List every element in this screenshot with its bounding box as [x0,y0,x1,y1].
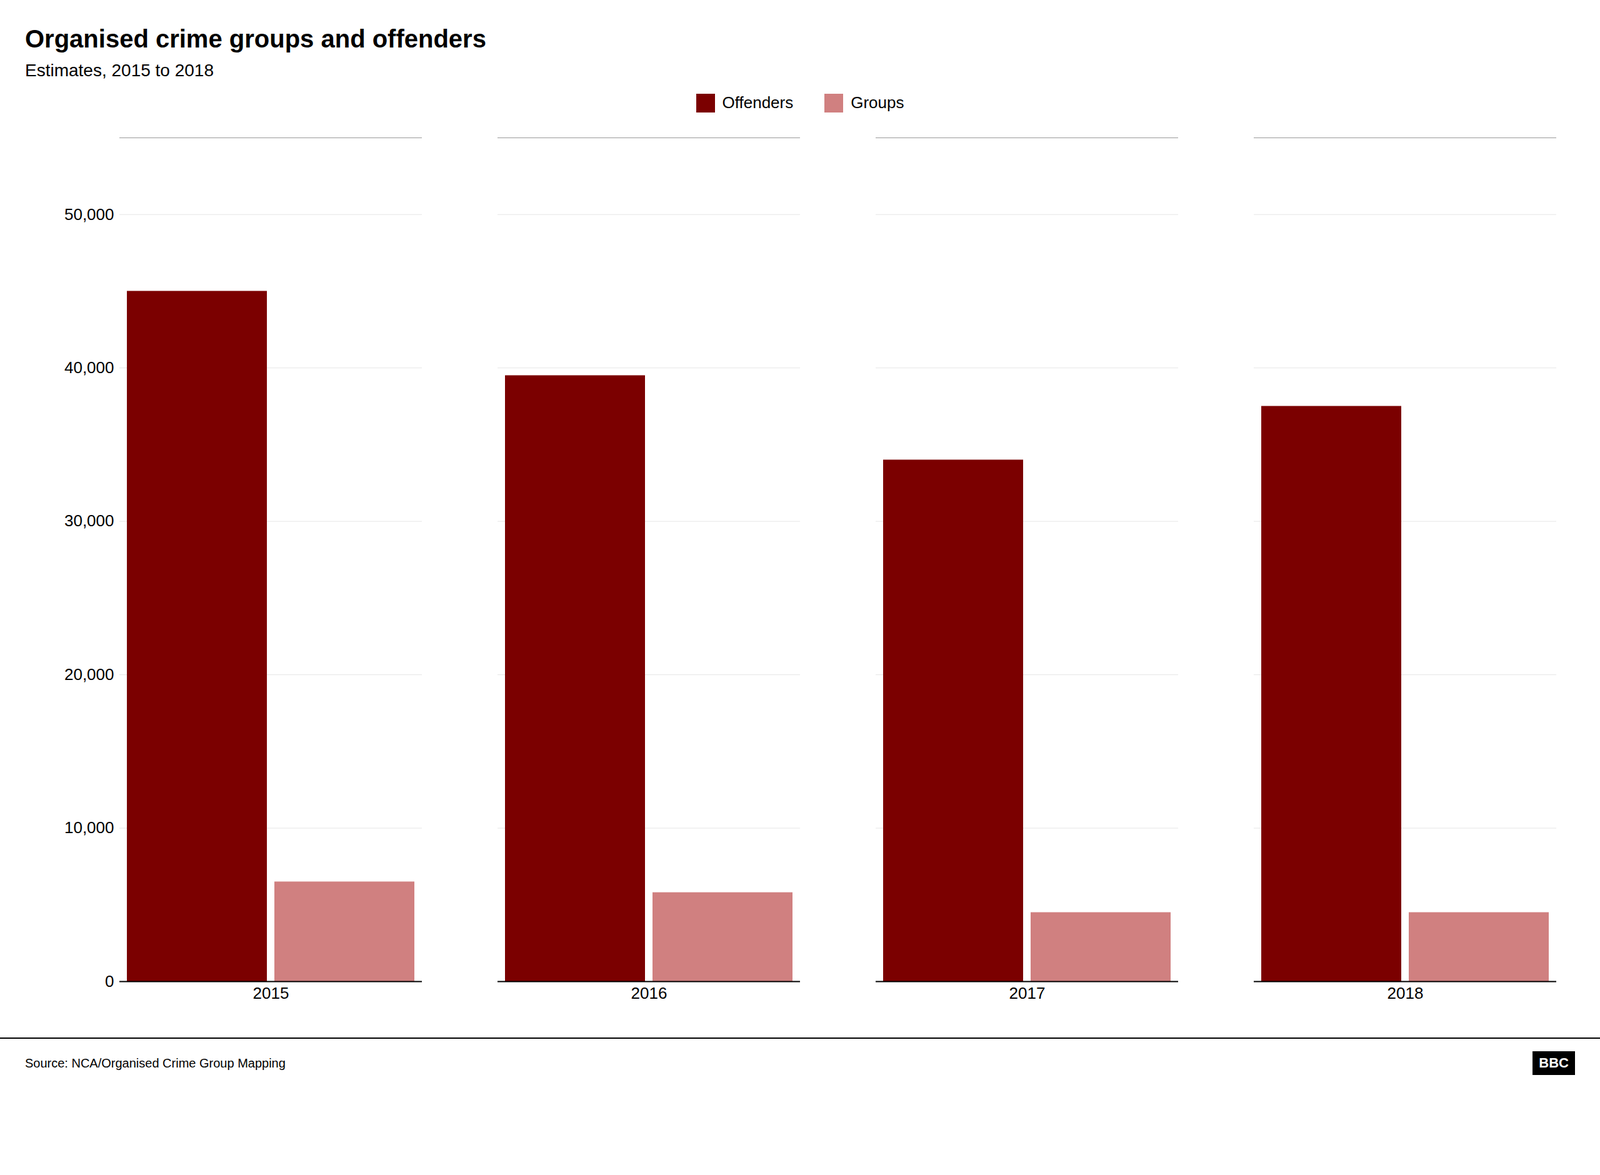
html-text:Estimates, 2015 to 2018: Estimates, 2015 to 2018 [25,60,214,80]
svg-text:40,000: 40,000 [64,358,115,377]
svg-text:2017: 2017 [1009,983,1046,1003]
svg-text:20,000: 20,000 [64,665,115,684]
html-text:Offenders: Offenders [722,93,794,112]
html-text:Groups: Groups [850,93,905,112]
svg-text:10,000: 10,000 [64,818,115,837]
svg-text:2016: 2016 [631,983,668,1003]
svg-text:2015: 2015 [253,983,290,1003]
html-text:Source: NCA/Organised Crime Gr: Source: NCA/Organised Crime Group Mappin… [25,1055,286,1070]
svg-text:50,000: 50,000 [64,205,115,224]
svg-text:2018: 2018 [1387,983,1424,1003]
svg-text:0: 0 [105,971,114,991]
html-text:Organised crime groups and off: Organised crime groups and offenders [25,25,487,53]
svg-text:30,000: 30,000 [64,511,115,530]
html-text:BBC: BBC [1538,1055,1569,1071]
